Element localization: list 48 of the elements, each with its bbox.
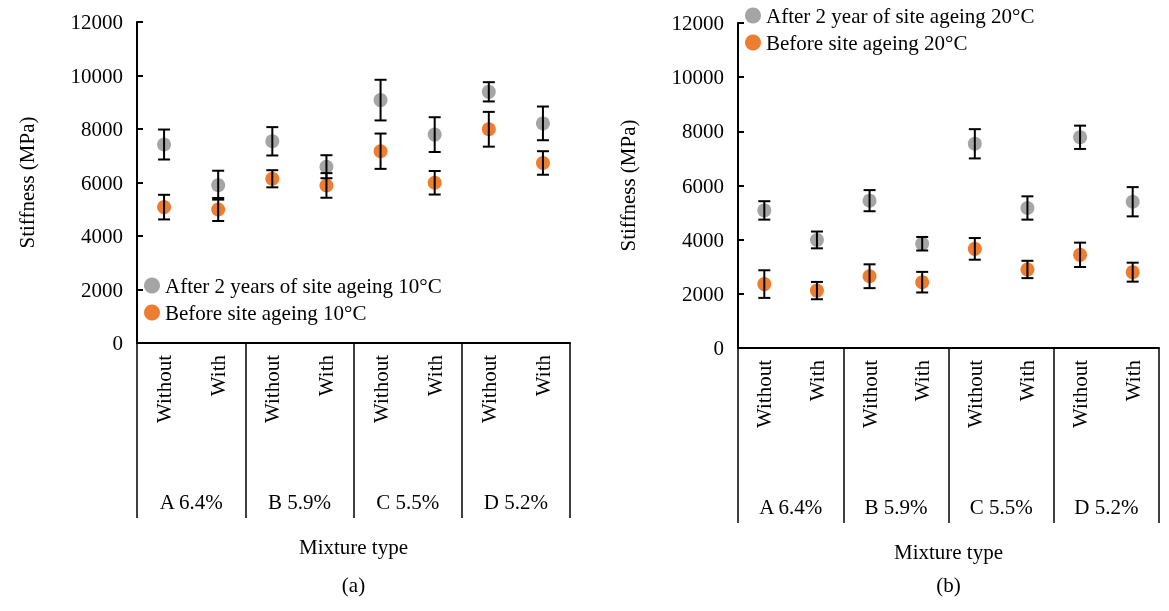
x-tick-label: Without xyxy=(1068,359,1093,428)
y-tick-label: 4000 xyxy=(682,227,724,252)
y-tick-label: 6000 xyxy=(81,170,123,195)
text: (a) xyxy=(341,573,366,597)
y-tick-label: 6000 xyxy=(682,173,724,198)
legend-label: After 2 year of site ageing 20°C xyxy=(766,3,1035,28)
x-tick-label: Without xyxy=(152,354,177,423)
y-tick-label: 10000 xyxy=(671,65,724,90)
y-tick-label: 12000 xyxy=(70,10,123,34)
text: B 5.9% xyxy=(267,490,331,514)
x-tick-label: With xyxy=(1015,359,1040,402)
x-tick-label: Without xyxy=(752,359,777,428)
x-tick-label: With xyxy=(314,354,339,397)
text: (b) xyxy=(936,573,961,597)
x-tick-label: Without xyxy=(857,359,882,428)
y-tick-label: 2000 xyxy=(81,277,123,302)
y-tick-label: 0 xyxy=(713,336,724,360)
x-tick-label: Without xyxy=(476,354,501,423)
y-tick-label: 8000 xyxy=(682,119,724,144)
text: A 6.4% xyxy=(759,495,823,519)
text: D 5.2% xyxy=(483,490,548,514)
x-tick-label: With xyxy=(206,354,231,397)
y-axis-title: Stiffness (MPa) xyxy=(615,119,640,252)
y-tick-label: 8000 xyxy=(81,117,123,141)
text: C 5.5% xyxy=(376,490,440,514)
y-tick-label: 4000 xyxy=(81,224,123,248)
x-axis-title: Mixture type xyxy=(893,539,1004,564)
y-tick-label: 0 xyxy=(112,331,123,355)
legend-label: After 2 years of site ageing 10°C xyxy=(165,273,442,298)
x-tick-label: Without xyxy=(368,354,393,423)
x-tick-label: With xyxy=(804,359,829,402)
y-tick-label: 12000 xyxy=(671,11,724,35)
x-axis-title: Mixture type xyxy=(298,534,409,559)
x-tick-label: With xyxy=(1120,359,1145,402)
text: C 5.5% xyxy=(969,495,1033,519)
x-tick-label: Without xyxy=(962,359,987,428)
x-tick-label: With xyxy=(530,354,555,397)
x-tick-label: With xyxy=(910,359,935,402)
y-tick-label: 10000 xyxy=(70,63,123,88)
text: D 5.2% xyxy=(1074,495,1139,519)
x-tick-label: With xyxy=(422,354,447,397)
text: B 5.9% xyxy=(864,495,928,519)
legend-label: Before site ageing 10°C xyxy=(165,300,367,325)
y-axis-title: Stiffness (MPa) xyxy=(14,116,39,249)
legend-label: Before site ageing 20°C xyxy=(766,30,968,55)
y-tick-label: 2000 xyxy=(682,281,724,306)
x-tick-label: Without xyxy=(260,354,285,423)
text: A 6.4% xyxy=(159,490,223,514)
